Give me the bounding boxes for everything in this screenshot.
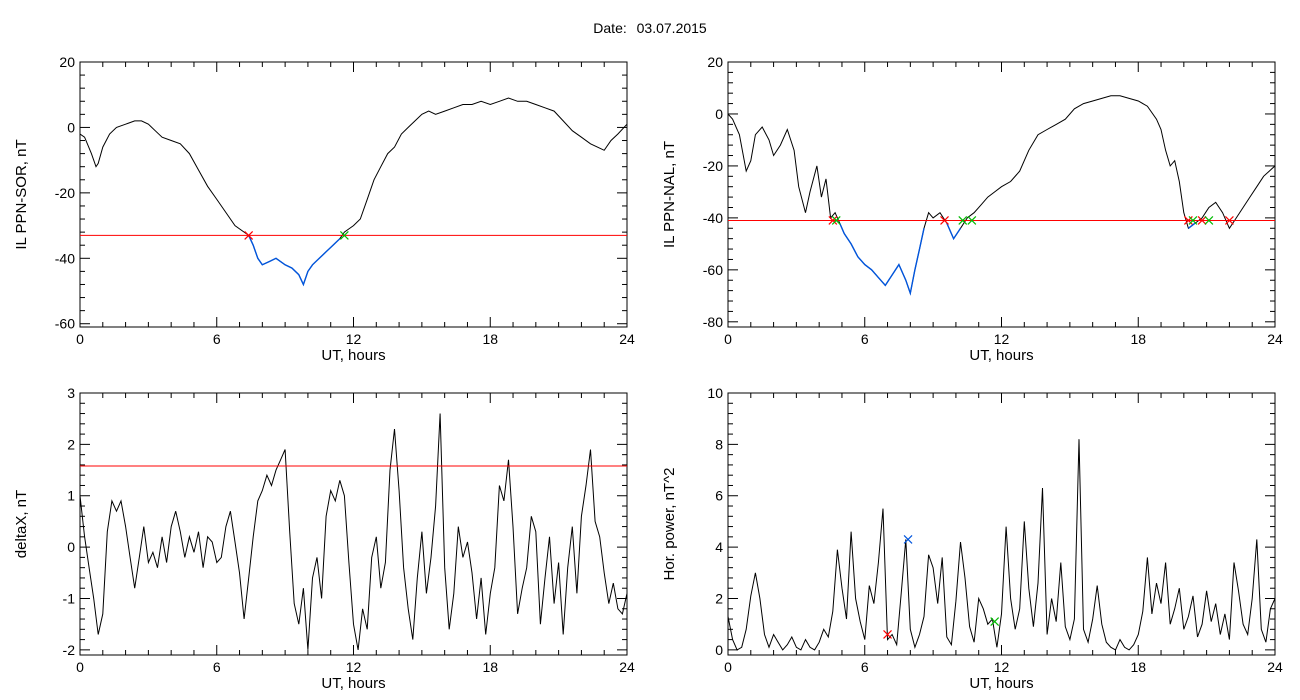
x-axis-label: UT, hours [321,675,385,692]
x-tick-label: 0 [76,331,84,347]
event-marker [940,216,949,225]
x-tick-label: 18 [482,659,498,675]
x-tick-label: 12 [994,331,1010,347]
x-axis-label: UT, hours [969,347,1033,364]
y-tick-label: -1 [63,590,76,606]
plot-frame [79,61,628,328]
x-tick-label: 6 [213,331,221,347]
y-tick-label: 6 [715,488,723,504]
y-axis-label: deltaX, nT [13,490,30,558]
event-marker [967,216,977,225]
y-tick-label: -60 [55,316,75,332]
y-tick-label: 2 [67,436,75,452]
y-tick-label: 0 [715,642,723,658]
y-axis-label: IL PPN-NAL, nT [661,141,678,248]
plot-data [80,413,627,650]
series-highlight [839,222,925,296]
x-axis-label: UT, hours [969,675,1033,692]
y-tick-label: -40 [55,250,75,266]
panel-nal: 0 6 12 18 24 -80 -60 -40 -20 0 20 UT, hours IL PPN-N… [661,54,1283,364]
x-tick-label: 6 [861,659,869,675]
y-tick-label: 1 [67,488,75,504]
y-axis-label: Hor. power, nT^2 [661,468,678,581]
y-tick-label: -80 [703,314,723,330]
x-tick-label: 0 [724,331,732,347]
plot-frame [727,61,1276,328]
x-tick-label: 18 [1130,331,1146,347]
event-marker [244,230,254,240]
series-highlight [946,222,962,241]
x-tick-label: 0 [76,659,84,675]
y-tick-label: 2 [715,590,723,606]
plot-data [80,97,627,287]
y-tick-label: -20 [55,185,75,201]
x-tick-label: 0 [724,659,732,675]
series-line [728,439,1275,651]
x-tick-label: 24 [1267,331,1283,347]
y-tick-label: 0 [67,119,75,135]
x-tick-label: 24 [619,331,635,347]
y-tick-label: 0 [67,539,75,555]
event-marker [903,534,913,544]
plot-frame [79,392,628,656]
event-marker [958,216,968,225]
event-marker [1204,216,1214,225]
y-tick-label: 4 [715,539,723,555]
y-tick-label: -40 [703,210,723,226]
plot-data [728,95,1275,296]
event-marker [883,630,892,639]
series-line [80,97,627,286]
y-tick-label: 20 [707,54,723,70]
event-marker [1224,216,1234,225]
figure-title: Date: 03.07.2015 [0,20,1300,36]
x-tick-label: 12 [994,659,1010,675]
x-tick-label: 24 [619,659,635,675]
x-tick-label: 12 [346,331,362,347]
series-highlight [248,235,341,287]
date-label: Date: [593,20,627,36]
x-tick-label: 18 [1130,659,1146,675]
y-axis-label: IL PPN-SOR, nT [13,139,30,249]
y-tick-label: 10 [707,385,723,401]
panel-sor: 0 6 12 18 24 -60 -40 -20 0 20 UT, hours IL PPN-SOR,… [13,54,635,364]
y-tick-label: 20 [59,54,75,70]
event-marker [831,216,841,225]
x-tick-label: 18 [482,331,498,347]
y-tick-label: 3 [67,385,75,401]
y-tick-label: 0 [715,106,723,122]
event-marker [990,617,1000,627]
y-tick-label: -20 [703,158,723,174]
x-tick-label: 12 [346,659,362,675]
event-marker [1188,216,1198,225]
date-value: 03.07.2015 [636,20,707,36]
y-tick-label: 8 [715,436,723,452]
series-highlight [1187,222,1196,229]
plot-data [728,439,1275,651]
event-marker [1197,216,1207,225]
event-marker [339,230,349,240]
y-tick-label: -60 [703,262,723,278]
event-marker [828,216,838,225]
x-axis-label: UT, hours [321,347,385,364]
series-line [80,413,627,650]
x-tick-label: 6 [213,659,221,675]
y-tick-label: -2 [63,642,76,658]
series-line [728,95,1275,296]
x-tick-label: 24 [1267,659,1283,675]
x-tick-label: 6 [861,331,869,347]
